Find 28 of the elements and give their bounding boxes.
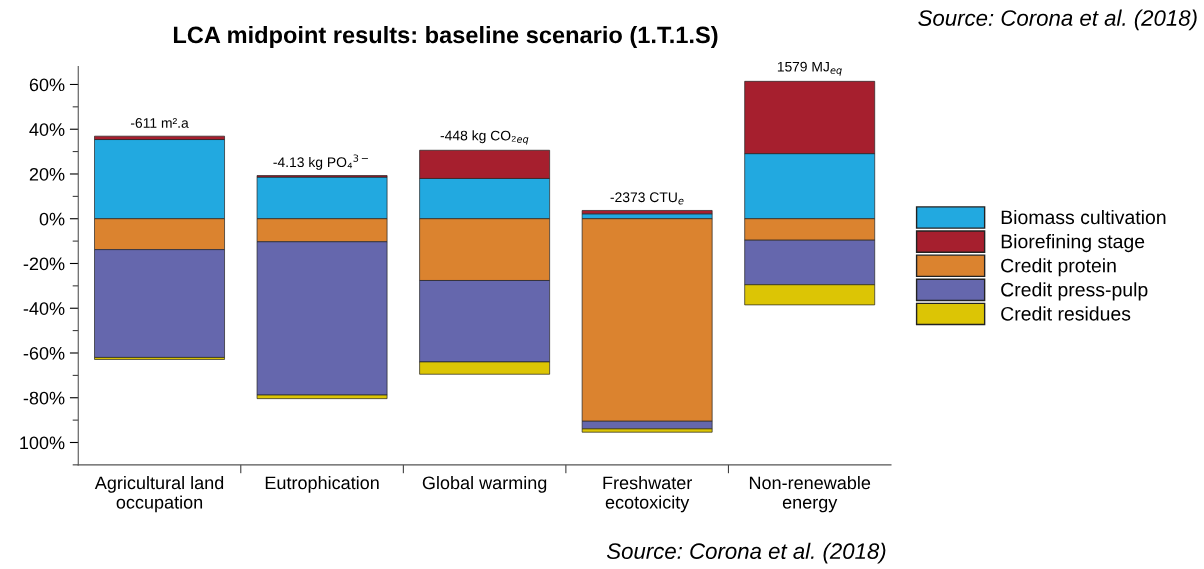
x-tick-label: Freshwater ecotoxicity [603,475,693,513]
y-tick-label: -20% [23,257,65,271]
y-tick-label: 60% [29,78,65,92]
legend-label: Credit residues [1001,306,1131,321]
x-tick-label: Eutrophication [265,475,379,493]
y-tick-label: -60% [23,346,65,360]
legend-label: Credit protein [1001,258,1116,277]
source-note: Source: Corona et al. (2018) [918,9,1197,31]
y-tick-label: 100% [20,436,65,450]
bar [581,210,713,215]
x-tick-label: Agricultural land occupation [94,475,224,513]
y-tick-label: 0% [39,212,65,226]
y-tick-label: -40% [23,302,65,315]
legend-label: Biomass cultivation [1001,209,1166,225]
legend-label: Credit press-pulp [1001,282,1148,301]
y-tick-label: 20% [29,167,65,181]
annotation: -4.13 kg PO₄$^{3−}$ [273,154,368,170]
source-note: Source: Corona et al. (2018) [606,542,886,564]
legend-label: Biorefining stage [1001,234,1145,253]
annotation: 1579 MJ$_{eq}$ [777,61,842,76]
x-tick-label: Global warming [422,475,547,493]
x-tick-label: Non-renewable energy [749,475,871,513]
y-tick-label: 40% [29,123,65,136]
annotation: -448 kg CO₂$_{eq}$ [440,130,529,145]
chart-title: LCA midpoint results: baseline scenario (1.T.1.S) [173,25,718,48]
annotation: -2373 CTU$_{e}$ [610,192,684,205]
annotation: -611 m².a [130,118,189,128]
y-tick-label: -80% [23,391,65,405]
